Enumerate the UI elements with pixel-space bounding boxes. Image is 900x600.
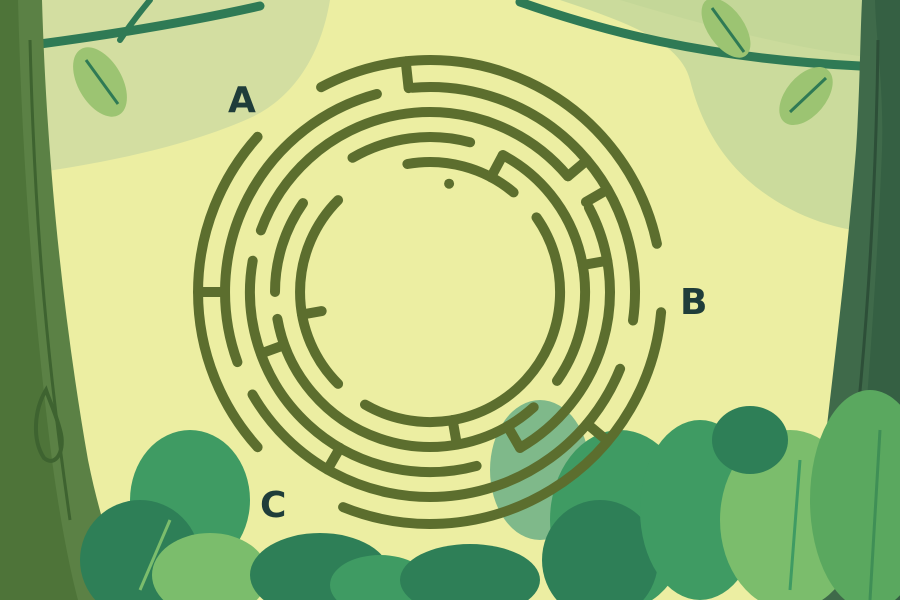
maze-wall-spoke [502, 421, 525, 453]
maze-wall-ring-5 [402, 157, 519, 198]
maze-wall-ring-4 [347, 132, 476, 163]
left-trunk-line [28, 39, 72, 521]
maze-wall-ring-1 [338, 307, 667, 529]
left-trunk-shade [0, 0, 78, 600]
leaf-right-top-vein [710, 7, 746, 53]
maze-wall-ring-3 [244, 255, 482, 478]
maze-wall-spoke [486, 150, 508, 183]
maze-wall-ring-5 [360, 212, 566, 428]
maze-wall-ring-3 [515, 202, 615, 453]
maze-wall-spoke [400, 56, 414, 94]
vine-left [35, 1, 265, 49]
left-tree [0, 0, 130, 600]
maze-wall-spoke [577, 255, 613, 271]
maze-label-a: A [228, 80, 256, 121]
vine-leaves [73, 0, 833, 126]
canopy-right-blob [560, 0, 900, 233]
maze-wall-spoke [255, 340, 290, 359]
circular-maze [193, 55, 667, 529]
canopy-left-blob [0, 0, 330, 178]
bush-left-light [152, 533, 268, 600]
bush-center [400, 544, 540, 600]
maze-wall-spoke [297, 306, 327, 320]
bush-right-dark [712, 406, 788, 474]
maze-label-b: B [680, 282, 707, 323]
maze-wall-ring-2 [407, 82, 640, 326]
maze-wall-ring-1 [316, 55, 662, 249]
left-trunk-knot [33, 385, 64, 463]
bush-right-front [810, 390, 900, 600]
bushes [80, 390, 900, 600]
leaf-right-bottom-vein [788, 76, 828, 114]
maze-wall-ring-5 [295, 195, 344, 389]
canopy-right-top [620, 0, 900, 60]
vine-left-stem [117, 0, 153, 43]
maze-wall-ring-3 [255, 107, 573, 236]
maze-wall-spoke [322, 442, 345, 475]
maze-wall-ring-4 [272, 313, 539, 452]
maze-wall-ring-4 [270, 198, 308, 297]
maze-wall-spoke [447, 415, 462, 450]
leaf-left-vein [84, 59, 120, 105]
vines [35, 0, 865, 71]
bush-leaf-vein-1 [138, 519, 172, 591]
bush-leaf-vein-2 [788, 459, 802, 591]
vine-right [515, 0, 865, 71]
maze-wall-ring-2 [220, 89, 382, 368]
maze-wall-ring-4 [497, 150, 591, 386]
maze-wall-spoke [580, 184, 613, 207]
maze-label-c: C [260, 485, 286, 526]
bush-leaf-vein-3 [868, 429, 882, 600]
bush-center-right-dark [542, 500, 658, 600]
canopy [0, 0, 900, 233]
maze-wall-spoke [582, 418, 613, 447]
maze-wall-spoke [562, 155, 592, 182]
